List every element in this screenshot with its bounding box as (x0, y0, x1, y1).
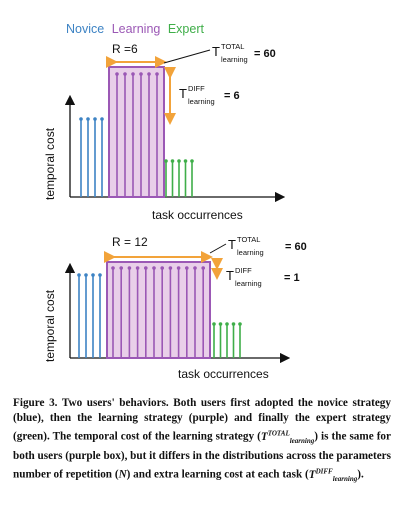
expert-dot (164, 159, 168, 163)
learning-dot (201, 266, 205, 270)
t-diff-label-2: T DIFF learning = 1 (226, 266, 300, 288)
expert-dot (190, 159, 194, 163)
t-total-label-1: T TOTAL learning = 60 (212, 42, 276, 64)
expert-dot (183, 159, 188, 163)
learning-dot (168, 266, 173, 270)
stems-2 (77, 266, 242, 358)
svg-text:= 1: = 1 (284, 272, 300, 284)
svg-text:learning: learning (188, 97, 215, 106)
x-axis-label-2: task occurrences (178, 367, 269, 381)
y-axis-label-2: temporal cost (43, 289, 57, 362)
expert-dot (225, 322, 229, 326)
svg-text:T: T (212, 44, 220, 59)
caption-text-3: ) and extra learning cost at each task ( (126, 468, 309, 481)
expert-dot (177, 159, 181, 163)
svg-text:TOTAL: TOTAL (221, 42, 244, 51)
novice-dot (84, 273, 88, 277)
learning-dot (119, 266, 123, 270)
learning-dot (115, 72, 119, 76)
learning-dot (152, 266, 156, 270)
svg-text:T: T (179, 86, 187, 101)
learning-dot (185, 266, 189, 270)
caption-text-4: ). (357, 468, 364, 481)
learning-dot (193, 266, 197, 270)
novice-dot (93, 117, 97, 121)
expert-dot (212, 322, 216, 326)
learning-dot (155, 72, 159, 76)
novice-dot (79, 117, 83, 121)
learning-dot (123, 72, 127, 76)
svg-text:DIFF: DIFF (188, 84, 205, 93)
novice-dot (86, 117, 90, 121)
caption-figure-number: Figure 3. (13, 397, 58, 409)
learning-dot (131, 72, 135, 76)
expert-dot (170, 159, 175, 163)
panel-2: temporal cost task occurrences R = 12 T … (43, 235, 307, 381)
y-axis-label-1: temporal cost (43, 127, 57, 200)
learning-box-2 (106, 261, 211, 359)
r-label-2: R = 12 (112, 235, 148, 249)
svg-text:= 60: = 60 (254, 48, 276, 60)
svg-text:learning: learning (235, 279, 262, 288)
stems-1 (79, 72, 194, 197)
svg-text:= 6: = 6 (224, 90, 240, 102)
learning-dot (147, 72, 151, 76)
t-total-leader-1 (163, 49, 211, 64)
t-total-label-2: T TOTAL learning = 60 (228, 235, 307, 257)
expert-dot (238, 322, 242, 326)
svg-text:TOTAL: TOTAL (237, 235, 260, 244)
x-axis-label-1: task occurrences (152, 208, 243, 222)
learning-dot (139, 72, 143, 76)
learning-dot (135, 266, 140, 270)
panel-1: temporal cost task occurrences R =6 T TO… (43, 42, 286, 222)
svg-text:DIFF: DIFF (235, 266, 252, 275)
novice-dot (98, 273, 102, 277)
novice-dot (100, 117, 104, 121)
svg-text:= 60: = 60 (285, 241, 307, 253)
svg-text:learning: learning (237, 248, 264, 257)
learning-dot (176, 266, 181, 270)
svg-text:T: T (228, 237, 236, 252)
legend-learning: Learning (112, 22, 161, 36)
caption-text-2: ) is the same for both users (purple box… (13, 430, 391, 481)
legend-title: Novice Learning Expert (66, 22, 204, 36)
caption-text-1: Two users' behaviors. Both users first a… (13, 397, 391, 443)
legend-expert: Expert (168, 22, 205, 36)
novice-dot (77, 273, 81, 277)
learning-dot (144, 266, 148, 270)
legend-novice: Novice (66, 22, 104, 36)
learning-dot (127, 266, 132, 270)
novice-dot (91, 273, 95, 277)
learning-dot (160, 266, 164, 270)
figure-caption: Figure 3. Two users' behaviors. Both use… (13, 397, 391, 483)
learning-box-1 (108, 66, 165, 198)
expert-dot (231, 322, 236, 326)
t-diff-label-1: T DIFF learning = 6 (179, 84, 240, 106)
r-label-1: R =6 (112, 42, 138, 56)
expert-dot (218, 322, 223, 326)
svg-text:learning: learning (221, 55, 248, 64)
svg-text:T: T (226, 268, 234, 283)
t-total-leader-2 (209, 243, 227, 254)
learning-dot (111, 266, 115, 270)
